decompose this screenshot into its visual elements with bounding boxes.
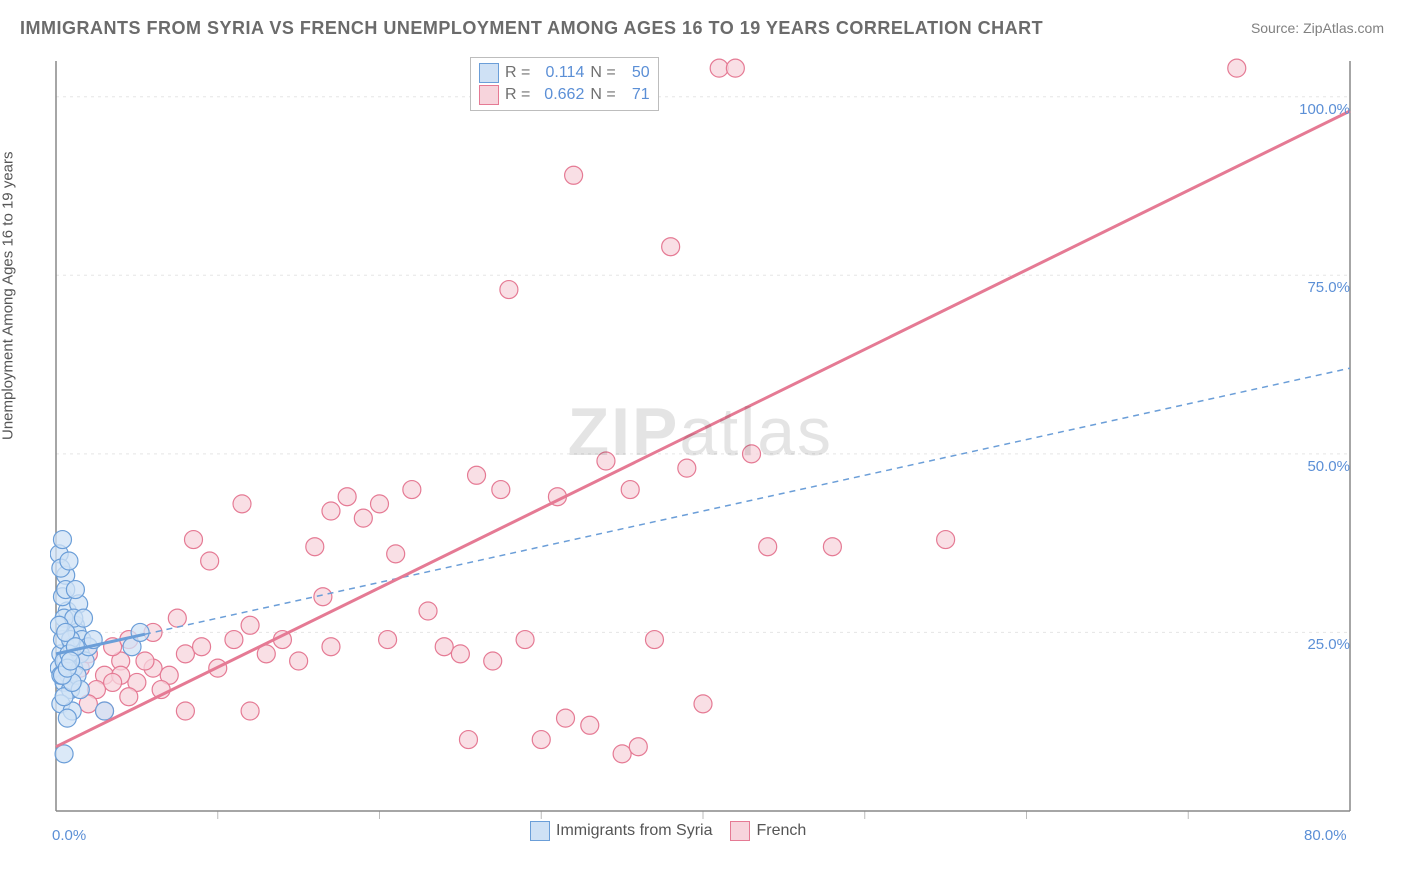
n-value: 50 [622,62,650,84]
scatter-plot [50,55,1380,825]
n-label: N = [590,84,615,106]
y-tick-label: 25.0% [1290,636,1350,653]
y-tick-label: 75.0% [1290,279,1350,296]
bottom-legend: Immigrants from Syria French [530,821,806,841]
legend-swatch [530,821,550,841]
n-label: N = [590,62,615,84]
series-swatch [479,63,499,83]
chart-title: IMMIGRANTS FROM SYRIA VS FRENCH UNEMPLOY… [20,18,1043,39]
stats-row: R = 0.662 N = 71 [479,84,650,106]
y-tick-label: 50.0% [1290,458,1350,475]
stats-legend: R = 0.114 N = 50 R = 0.662 N = 71 [470,57,659,111]
r-label: R = [505,84,530,106]
r-label: R = [505,62,530,84]
r-value: 0.114 [536,62,584,84]
x-axis-end-label: 80.0% [1304,827,1347,844]
y-axis-label: Unemployment Among Ages 16 to 19 years [0,151,17,440]
x-axis-origin-label: 0.0% [52,827,86,844]
legend-item: Immigrants from Syria [530,821,712,841]
r-value: 0.662 [536,84,584,106]
legend-swatch [730,821,750,841]
legend-label: French [756,822,806,840]
series-swatch [479,85,499,105]
legend-item: French [730,821,806,841]
source-label: Source: ZipAtlas.com [1251,20,1384,36]
stats-row: R = 0.114 N = 50 [479,62,650,84]
y-tick-label: 100.0% [1290,101,1350,118]
legend-label: Immigrants from Syria [556,822,712,840]
n-value: 71 [622,84,650,106]
